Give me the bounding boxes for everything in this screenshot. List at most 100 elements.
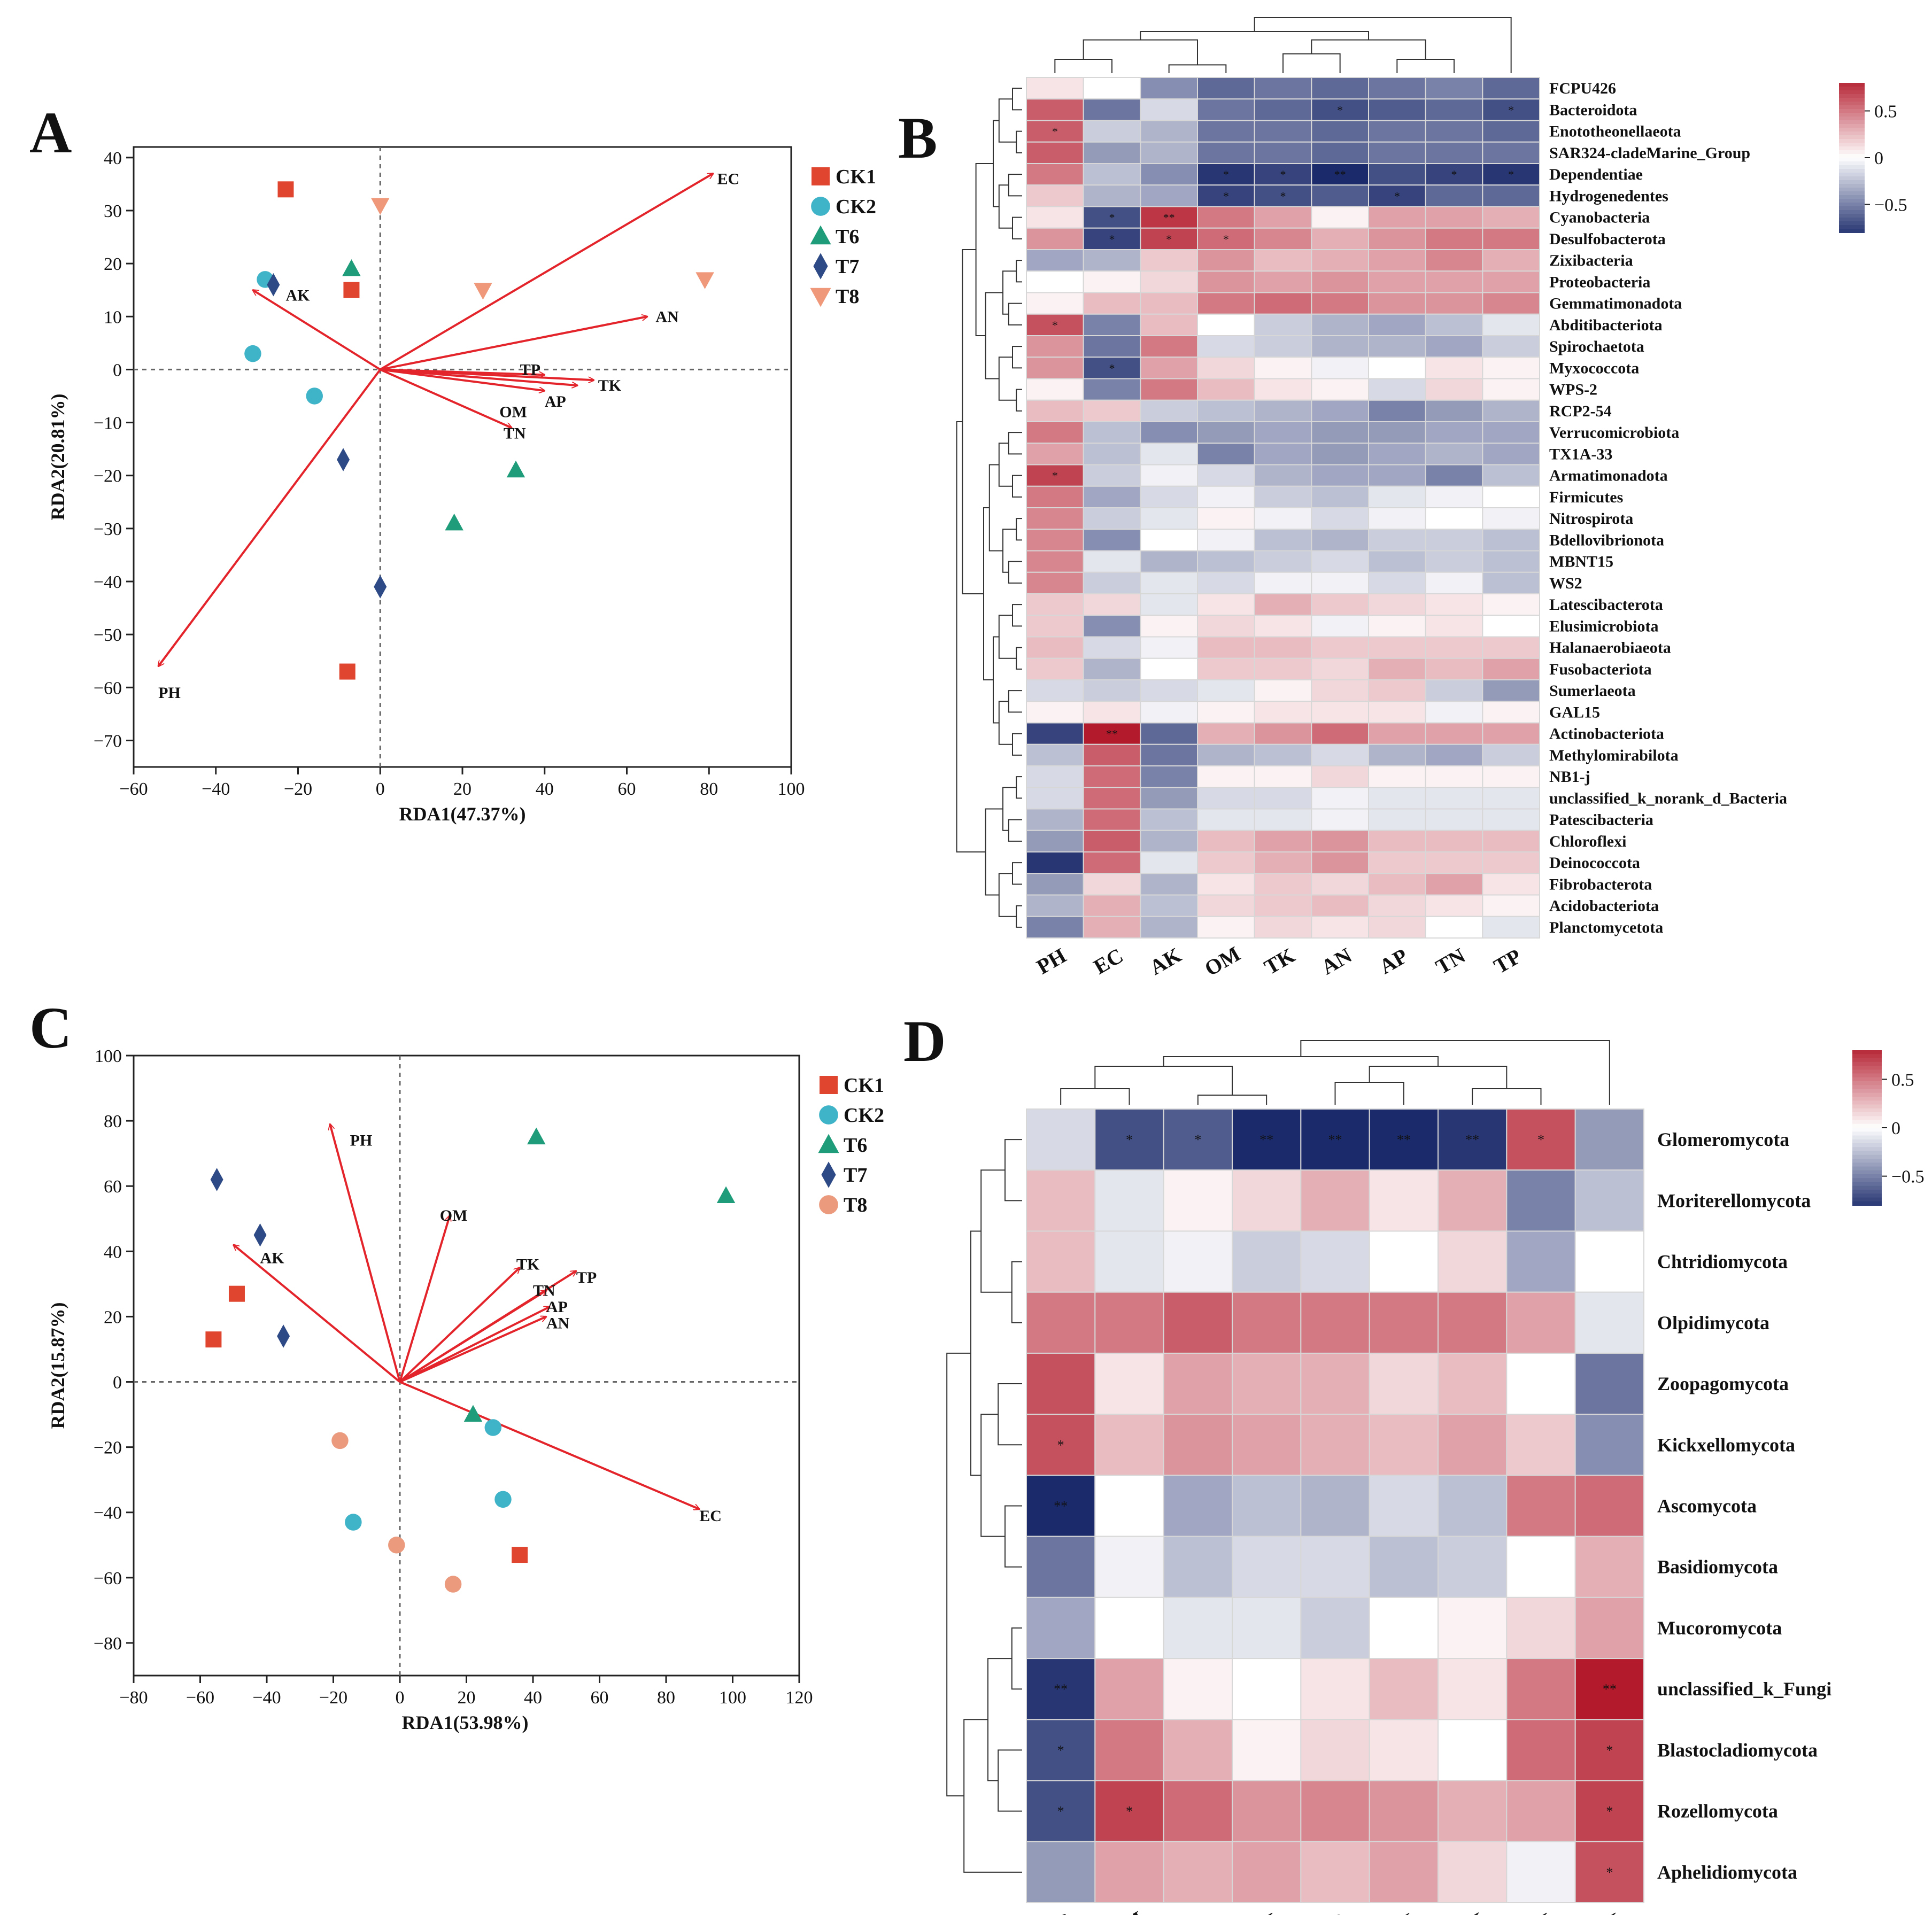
heatmap-cell xyxy=(1232,1658,1302,1720)
heatmap-cell xyxy=(1254,829,1312,852)
heatmap-cell xyxy=(1311,421,1369,444)
heatmap-cell xyxy=(1300,1596,1370,1660)
heatmap-cell xyxy=(1506,1658,1576,1720)
heatmap-cell xyxy=(1026,873,1084,896)
dendrogram-branch xyxy=(998,873,1017,917)
vector-label-ak: AK xyxy=(285,287,310,305)
heatmap-cell xyxy=(1163,1658,1233,1720)
heatmap-cell xyxy=(1026,356,1084,379)
heatmap-cell xyxy=(1300,1291,1370,1354)
point-ck2 xyxy=(484,1419,502,1436)
dendrogram-branch xyxy=(980,1414,1005,1537)
dendrogram-branch xyxy=(1012,346,1022,369)
heatmap-cell xyxy=(1254,227,1312,250)
heatmap-cell xyxy=(1197,873,1255,896)
colorbar-gradient xyxy=(1839,150,1865,154)
dendrogram-branch xyxy=(1054,59,1112,73)
colorbar-gradient xyxy=(1852,1089,1882,1094)
point-t6 xyxy=(716,1186,736,1204)
heatmap-cell xyxy=(1574,1596,1645,1660)
heatmap-cell xyxy=(1369,1536,1439,1598)
heatmap-cell xyxy=(1300,1230,1370,1293)
heatmap-cell xyxy=(1197,356,1255,379)
dendrogram-branch xyxy=(1012,88,1022,111)
heatmap-cell xyxy=(1140,141,1198,164)
colorbar-gradient xyxy=(1852,1159,1882,1164)
heatmap-cell xyxy=(1083,743,1141,766)
heatmap-cell xyxy=(1197,184,1255,207)
heatmap-cell xyxy=(1425,571,1483,594)
heatmap-cell xyxy=(1026,851,1084,874)
dendrogram-branch xyxy=(1197,1095,1268,1105)
vector-om xyxy=(380,368,545,391)
heatmap-cell xyxy=(1425,206,1483,229)
vector-label-ec: EC xyxy=(699,1507,722,1525)
heatmap-cell xyxy=(1506,1230,1576,1293)
significance-mark: * xyxy=(1508,168,1514,181)
significance-mark: ** xyxy=(1054,1499,1068,1514)
heatmap-cell xyxy=(1482,249,1540,272)
dendrogram-branch xyxy=(1002,529,1017,573)
vector-tn xyxy=(380,368,512,428)
heatmap-cell xyxy=(1083,141,1141,164)
significance-mark: * xyxy=(1109,232,1115,246)
heatmap-cell xyxy=(1300,1719,1370,1781)
heatmap-cell xyxy=(1254,787,1312,810)
point-t7 xyxy=(253,1223,267,1247)
point-t6 xyxy=(445,513,463,531)
colorbar-gradient xyxy=(1852,1190,1882,1195)
significance-mark: * xyxy=(1606,1742,1613,1758)
heatmap-cell xyxy=(1506,1414,1576,1476)
heatmap-cell xyxy=(1254,77,1312,100)
dendrogram-branch xyxy=(1311,39,1426,59)
colorbar-gradient xyxy=(1852,1182,1882,1187)
significance-mark: ** xyxy=(1259,1132,1273,1148)
point-t8 xyxy=(474,283,492,300)
dendrogram-branch xyxy=(1004,1505,1022,1568)
heatmap-cell xyxy=(1083,550,1141,573)
heatmap-cell xyxy=(1094,1230,1164,1293)
colorbar-gradient xyxy=(1839,94,1865,98)
column-label-ph: PH xyxy=(1518,1908,1556,1915)
heatmap-cell xyxy=(1425,399,1483,422)
heatmap-cell xyxy=(1197,657,1255,680)
dendrogram-branch xyxy=(1016,776,1022,799)
row-label-chloroflexi: Chloroflexi xyxy=(1549,833,1626,850)
heatmap-cell xyxy=(1311,399,1369,422)
heatmap-cell xyxy=(1369,1719,1439,1781)
heatmap-cell xyxy=(1197,894,1255,917)
colorbar-gradient xyxy=(1852,1108,1882,1113)
heatmap-cell xyxy=(1368,98,1426,121)
point-t8 xyxy=(444,1576,462,1593)
heatmap-cell xyxy=(1254,270,1312,293)
heatmap-cell xyxy=(1482,270,1540,293)
dendrogram-branch xyxy=(998,98,1017,143)
vector-tk xyxy=(380,368,594,380)
heatmap-cell xyxy=(1300,1841,1370,1904)
heatmap-cell xyxy=(1482,615,1540,638)
dendrogram-branch xyxy=(998,615,1017,659)
heatmap-cell xyxy=(1482,356,1540,379)
significance-mark: ** xyxy=(1465,1132,1479,1148)
colorbar-gradient xyxy=(1852,1058,1882,1063)
colorbar-gradient xyxy=(1839,102,1865,106)
column-label-om: OM xyxy=(1104,1906,1148,1915)
y-tick-label: 10 xyxy=(104,307,122,327)
heatmap-cell xyxy=(1506,1841,1576,1904)
vector-label-an: AN xyxy=(546,1315,570,1332)
row-label-ascomycota: Ascomycota xyxy=(1657,1495,1757,1517)
heatmap-cell xyxy=(1140,636,1198,659)
column-label-ak: AK xyxy=(1586,1908,1626,1915)
heatmap-cell xyxy=(1026,701,1084,724)
dendrogram-branch xyxy=(975,163,993,336)
heatmap-cell xyxy=(1574,1230,1645,1293)
heatmap-cell xyxy=(1083,615,1141,638)
vector-label-ap: AP xyxy=(545,393,566,410)
heatmap-cell xyxy=(1026,399,1084,422)
heatmap-cell xyxy=(1368,443,1426,466)
heatmap-cell xyxy=(1482,787,1540,810)
heatmap-cell xyxy=(1311,743,1369,766)
heatmap-cell xyxy=(1083,270,1141,293)
heatmap-cell xyxy=(1506,1719,1576,1781)
